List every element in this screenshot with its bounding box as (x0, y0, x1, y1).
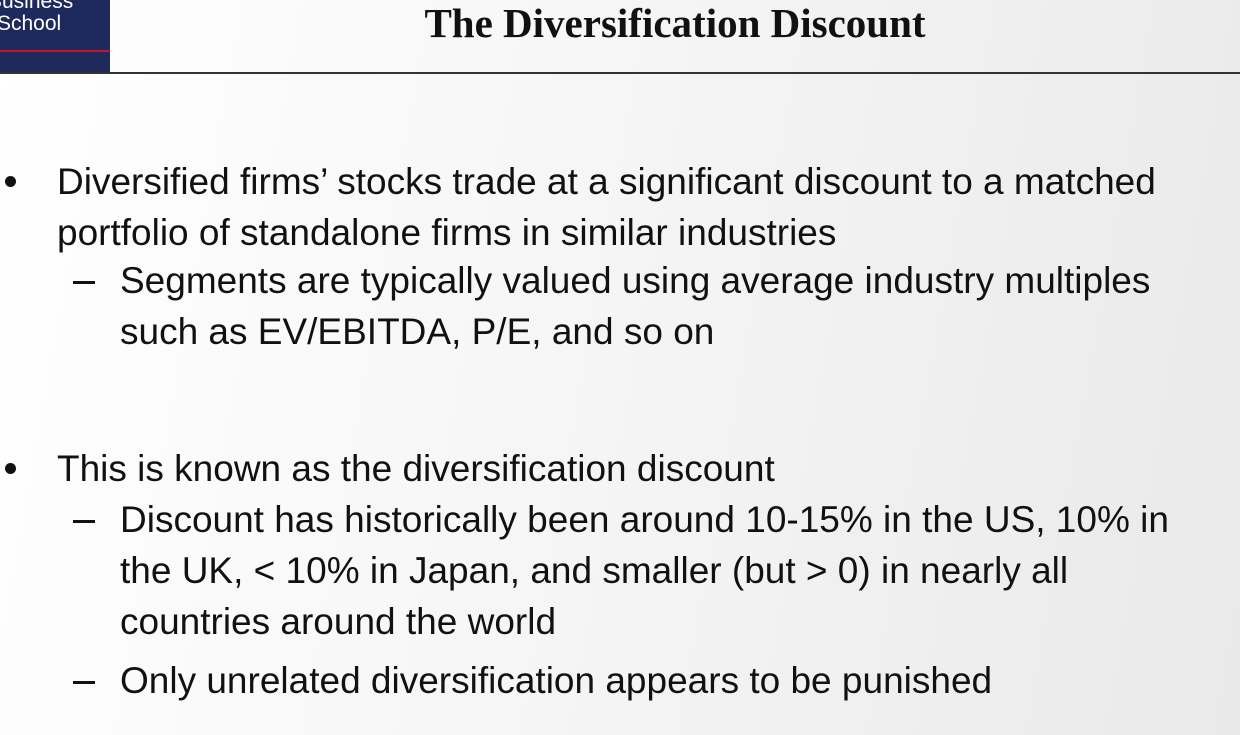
bullet-marker (5, 176, 16, 187)
logo-text: Business (0, 0, 74, 13)
sub-bullet-text: Discount has historically been around 10… (120, 499, 1169, 642)
bullet-text: This is known as the diversification dis… (57, 448, 775, 489)
sub-bullet-text: Segments are typically valued using aver… (120, 260, 1151, 352)
logo: Business School (0, 0, 110, 72)
logo-text: School (0, 12, 62, 35)
bullet-marker (5, 463, 16, 474)
header-rule (0, 72, 1240, 74)
sub-bullet-marker (73, 681, 95, 684)
sub-bullet-marker (73, 520, 95, 523)
bullet-text: Diversified firms’ stocks trade at a sig… (57, 161, 1156, 253)
sub-bullet-marker (73, 281, 95, 284)
slide-title: The Diversification Discount (424, 0, 926, 46)
logo-stripe (0, 50, 110, 52)
sub-bullet-text: Only unrelated diversification appears t… (120, 660, 993, 701)
